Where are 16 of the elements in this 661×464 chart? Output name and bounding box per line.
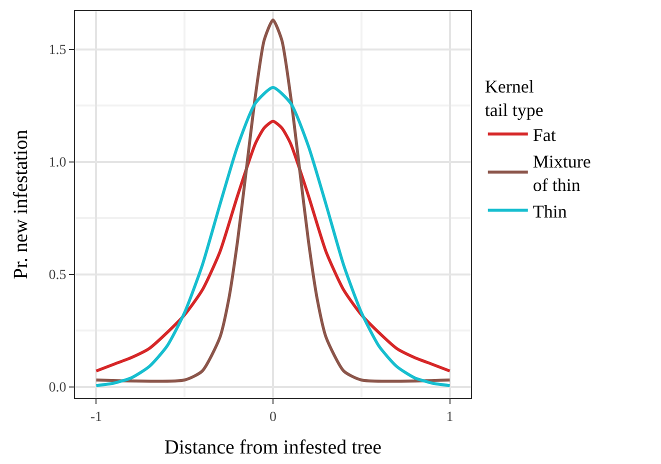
x-tick-label: 1: [446, 410, 454, 425]
line-series: [94, 18, 452, 383]
x-tick-label: -1: [90, 410, 102, 425]
y-tick-label: 0.0: [48, 380, 66, 396]
y-axis-title: Pr. new infestation: [10, 130, 32, 280]
legend-label: Mixture of thin: [532, 151, 591, 195]
y-tick-label: 0.5: [48, 268, 66, 284]
line-series: [94, 86, 452, 388]
legend-title: Kernel tail type: [484, 76, 544, 120]
y-tick-label: 1.5: [48, 43, 66, 58]
legend-label: Thin: [532, 201, 567, 222]
legend-label: Fat: [532, 125, 556, 146]
x-axis-title: Distance from infested tree: [164, 436, 382, 458]
y-tick-label: 1.0: [48, 156, 66, 171]
x-tick-label: 0: [270, 410, 276, 425]
line-series: [94, 120, 452, 372]
